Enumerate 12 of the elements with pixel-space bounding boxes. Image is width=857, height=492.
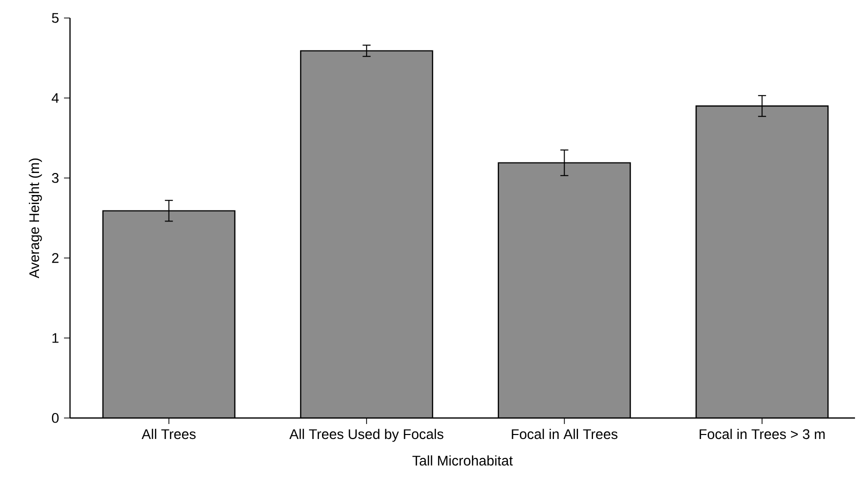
y-tick-label: 0 — [52, 413, 59, 423]
y-tick-label: 2 — [52, 253, 58, 263]
x-tick-label: All Trees — [142, 428, 196, 440]
x-tick-label: All Trees Used by Focals — [289, 428, 444, 442]
x-tick-label: Focal in All Trees — [512, 428, 618, 440]
y-axis-title: Average Height (m) — [28, 158, 42, 278]
y-tick-label: 1 — [52, 333, 58, 343]
x-tick-label: Focal in Trees > 3 m — [700, 428, 825, 440]
y-tick-label: 5 — [52, 13, 59, 23]
x-axis-title: Tall Microhabitat — [412, 455, 513, 466]
y-tick-label: 3 — [52, 173, 59, 183]
y-tick-label: 4 — [52, 93, 59, 103]
